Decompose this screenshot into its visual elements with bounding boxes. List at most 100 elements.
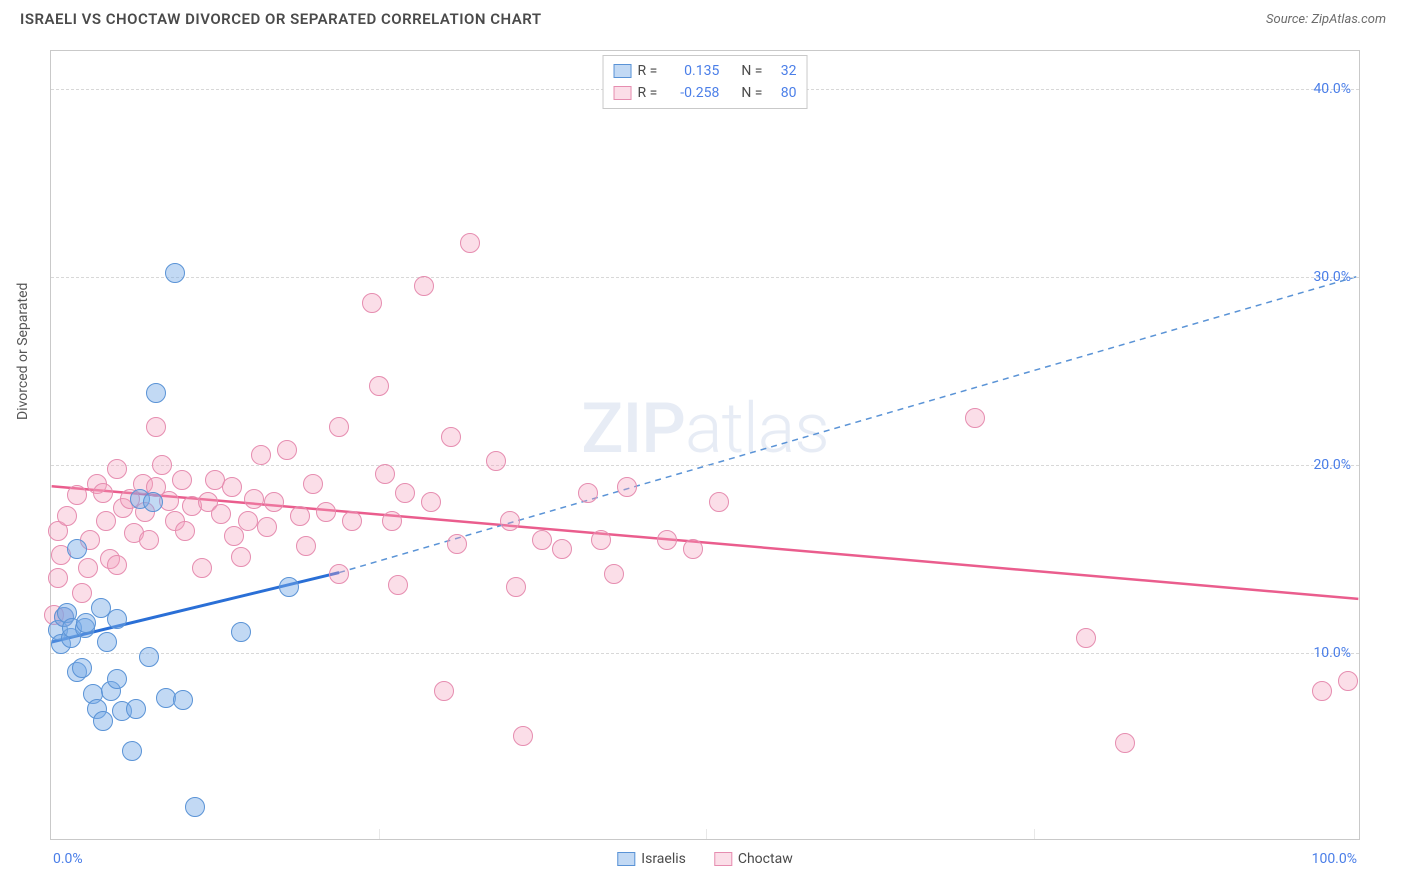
data-point xyxy=(72,658,92,678)
data-point xyxy=(532,530,552,550)
data-point xyxy=(122,741,142,761)
data-point xyxy=(709,492,729,512)
data-point xyxy=(388,575,408,595)
data-point xyxy=(231,547,251,567)
data-point xyxy=(296,536,316,556)
data-point xyxy=(97,632,117,652)
stats-legend: R = 0.135 N = 32 R = -0.258 N = 80 xyxy=(603,55,808,109)
data-point xyxy=(434,681,454,701)
trend-lines xyxy=(51,51,1359,839)
data-point xyxy=(578,483,598,503)
data-point xyxy=(683,539,703,559)
data-point xyxy=(107,669,127,689)
data-point xyxy=(290,506,310,526)
data-point xyxy=(1076,628,1096,648)
data-point xyxy=(222,477,242,497)
data-point xyxy=(231,622,251,642)
y-axis-label: Divorced or Separated xyxy=(15,283,31,420)
series-legend: Israelis Choctaw xyxy=(617,851,792,867)
data-point xyxy=(395,483,415,503)
data-point xyxy=(657,530,677,550)
data-point xyxy=(244,489,264,509)
data-point xyxy=(447,534,467,554)
data-point xyxy=(965,408,985,428)
y-tick-label: 10.0% xyxy=(1313,645,1351,661)
watermark: ZIPatlas xyxy=(581,388,829,470)
data-point xyxy=(513,726,533,746)
gridline-v xyxy=(706,829,707,839)
data-point xyxy=(316,502,336,522)
data-point xyxy=(486,451,506,471)
data-point xyxy=(552,539,572,559)
data-point xyxy=(617,477,637,497)
swatch-israelis xyxy=(614,64,632,78)
data-point xyxy=(375,464,395,484)
data-point xyxy=(441,427,461,447)
data-point xyxy=(139,647,159,667)
data-point xyxy=(72,583,92,603)
swatch-choctaw xyxy=(614,86,632,100)
data-point xyxy=(329,564,349,584)
y-tick-label: 20.0% xyxy=(1313,457,1351,473)
data-point xyxy=(506,577,526,597)
data-point xyxy=(277,440,297,460)
data-point xyxy=(369,376,389,396)
data-point xyxy=(78,558,98,578)
swatch-israelis-icon xyxy=(617,852,635,866)
data-point xyxy=(382,511,402,531)
x-tick-label: 0.0% xyxy=(53,851,83,867)
data-point xyxy=(264,492,284,512)
data-point xyxy=(172,470,192,490)
data-point xyxy=(192,558,212,578)
plot-surface: ZIPatlas 10.0% 20.0% 30.0% 40.0% xyxy=(51,51,1359,839)
data-point xyxy=(107,555,127,575)
chart-header: ISRAELI VS CHOCTAW DIVORCED OR SEPARATED… xyxy=(0,0,1406,34)
swatch-choctaw-icon xyxy=(714,852,732,866)
data-point xyxy=(1115,733,1135,753)
data-point xyxy=(238,511,258,531)
data-point xyxy=(414,276,434,296)
data-point xyxy=(329,417,349,437)
data-point xyxy=(126,699,146,719)
x-tick-label: 100.0% xyxy=(1312,851,1357,867)
data-point xyxy=(57,506,77,526)
chart-area: ZIPatlas 10.0% 20.0% 30.0% 40.0% R = 0.135 … xyxy=(50,50,1360,840)
data-point xyxy=(107,609,127,629)
data-point xyxy=(173,690,193,710)
data-point xyxy=(500,511,520,531)
data-point xyxy=(96,511,116,531)
data-point xyxy=(185,797,205,817)
data-point xyxy=(591,530,611,550)
stats-row-choctaw: R = -0.258 N = 80 xyxy=(614,82,797,104)
gridline-h xyxy=(51,277,1359,278)
data-point xyxy=(175,521,195,541)
source-credit: Source: ZipAtlas.com xyxy=(1266,12,1386,27)
data-point xyxy=(165,263,185,283)
chart-title: ISRAELI VS CHOCTAW DIVORCED OR SEPARATED… xyxy=(20,10,542,28)
gridline-h xyxy=(51,653,1359,654)
data-point xyxy=(1312,681,1332,701)
data-point xyxy=(1338,671,1358,691)
data-point xyxy=(362,293,382,313)
y-tick-label: 40.0% xyxy=(1313,81,1351,97)
legend-item-israelis: Israelis xyxy=(617,851,686,867)
data-point xyxy=(93,483,113,503)
data-point xyxy=(257,517,277,537)
data-point xyxy=(211,504,231,524)
data-point xyxy=(152,455,172,475)
data-point xyxy=(48,568,68,588)
data-point xyxy=(460,233,480,253)
data-point xyxy=(251,445,271,465)
data-point xyxy=(421,492,441,512)
y-tick-label: 30.0% xyxy=(1313,269,1351,285)
data-point xyxy=(93,711,113,731)
data-point xyxy=(604,564,624,584)
stats-row-israelis: R = 0.135 N = 32 xyxy=(614,60,797,82)
data-point xyxy=(279,577,299,597)
gridline-h xyxy=(51,465,1359,466)
data-point xyxy=(303,474,323,494)
data-point xyxy=(342,511,362,531)
data-point xyxy=(107,459,127,479)
legend-item-choctaw: Choctaw xyxy=(714,851,793,867)
gridline-v xyxy=(379,829,380,839)
